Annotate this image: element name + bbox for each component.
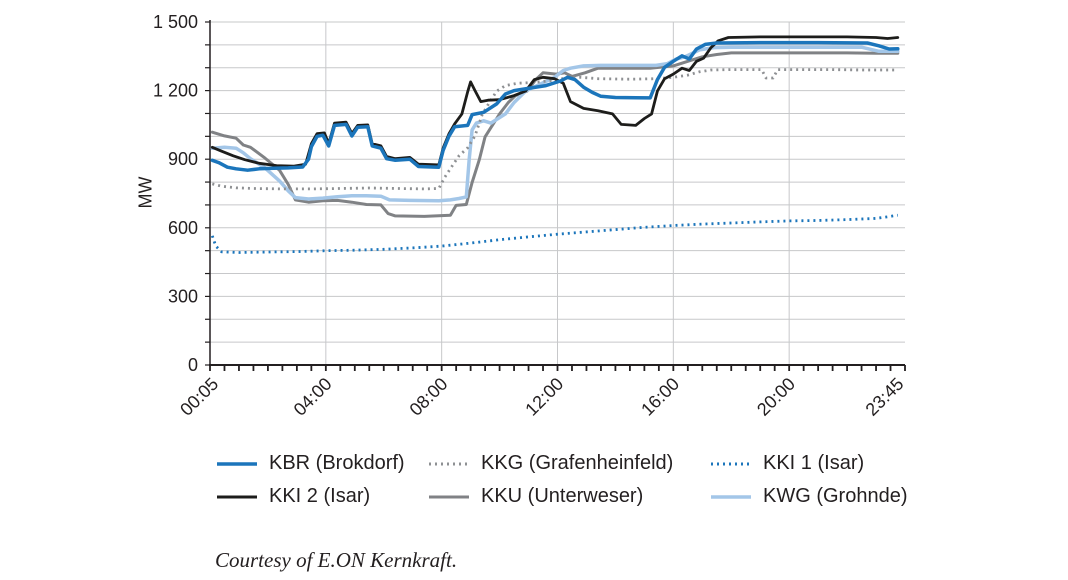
legend-label-kku: KKU (Unterweser) — [481, 485, 644, 507]
x-tick-label: 08:00 — [406, 374, 452, 420]
legend-item-kbr: KBR (Brokdorf) — [215, 452, 427, 475]
series-line-kkg — [211, 68, 898, 191]
legend-swatch-kbr — [217, 461, 257, 466]
legend-swatch-kku — [429, 495, 469, 498]
legend-swatch-kwg — [711, 494, 751, 499]
y-axis-title: MW — [135, 176, 156, 209]
series-line-kki2 — [210, 35, 900, 168]
series-line-kki1 — [210, 213, 899, 254]
legend-label-kwg: KWG (Grohnde) — [763, 485, 908, 507]
legend-swatch-kki2 — [217, 495, 257, 498]
x-tick-label: 20:00 — [753, 374, 799, 420]
x-tick-label: 04:00 — [290, 374, 336, 420]
legend-label-kkg: KKG (Grafenheinfeld) — [481, 452, 674, 474]
legend-item-kkg: KKG (Grafenheinfeld) — [427, 452, 709, 475]
legend-swatch-kki1 — [711, 462, 751, 465]
axis-labels: 0 300 600 900 1 200 1 500 00:05 04:00 08:00 12:00… — [153, 12, 908, 420]
series-line-kwg — [210, 45, 900, 203]
gridlines — [210, 21, 905, 365]
chart-canvas: 0 300 600 900 1 200 1 500 00:05 04:00 08:00 12:00… — [153, 12, 908, 420]
y-tick-label: 1 500 — [153, 12, 198, 32]
legend-label-kbr: KBR (Brokdorf) — [269, 452, 405, 474]
legend-swatch-kkg — [429, 462, 469, 465]
legend-item-kki1: KKI 1 (Isar) — [709, 452, 959, 475]
legend-label-kki1: KKI 1 (Isar) — [763, 452, 865, 474]
x-tick-label: 23:45 — [862, 374, 908, 420]
legend-item-kku: KKU (Unterweser) — [427, 485, 709, 508]
y-tick-label: 300 — [168, 286, 198, 306]
legend-label-kki2: KKI 2 (Isar) — [269, 485, 371, 507]
x-tick-label: 00:05 — [176, 374, 222, 420]
x-tick-label: 16:00 — [637, 374, 683, 420]
x-tick-label: 12:00 — [521, 374, 567, 420]
legend-item-kwg: KWG (Grohnde) — [709, 485, 959, 508]
legend-item-kki2: KKI 2 (Isar) — [215, 485, 427, 508]
y-tick-label: 0 — [188, 355, 198, 375]
y-tick-label: 600 — [168, 218, 198, 238]
y-tick-label: 900 — [168, 149, 198, 169]
chart-legend: KBR (Brokdorf) KKG (Grafenheinfeld) KKI … — [215, 452, 959, 508]
axis-ticks — [205, 21, 906, 371]
y-tick-label: 1 200 — [153, 81, 198, 101]
series-line-kbr — [210, 40, 900, 172]
chart-caption: Courtesy of E.ON Kernkraft. — [215, 548, 458, 572]
